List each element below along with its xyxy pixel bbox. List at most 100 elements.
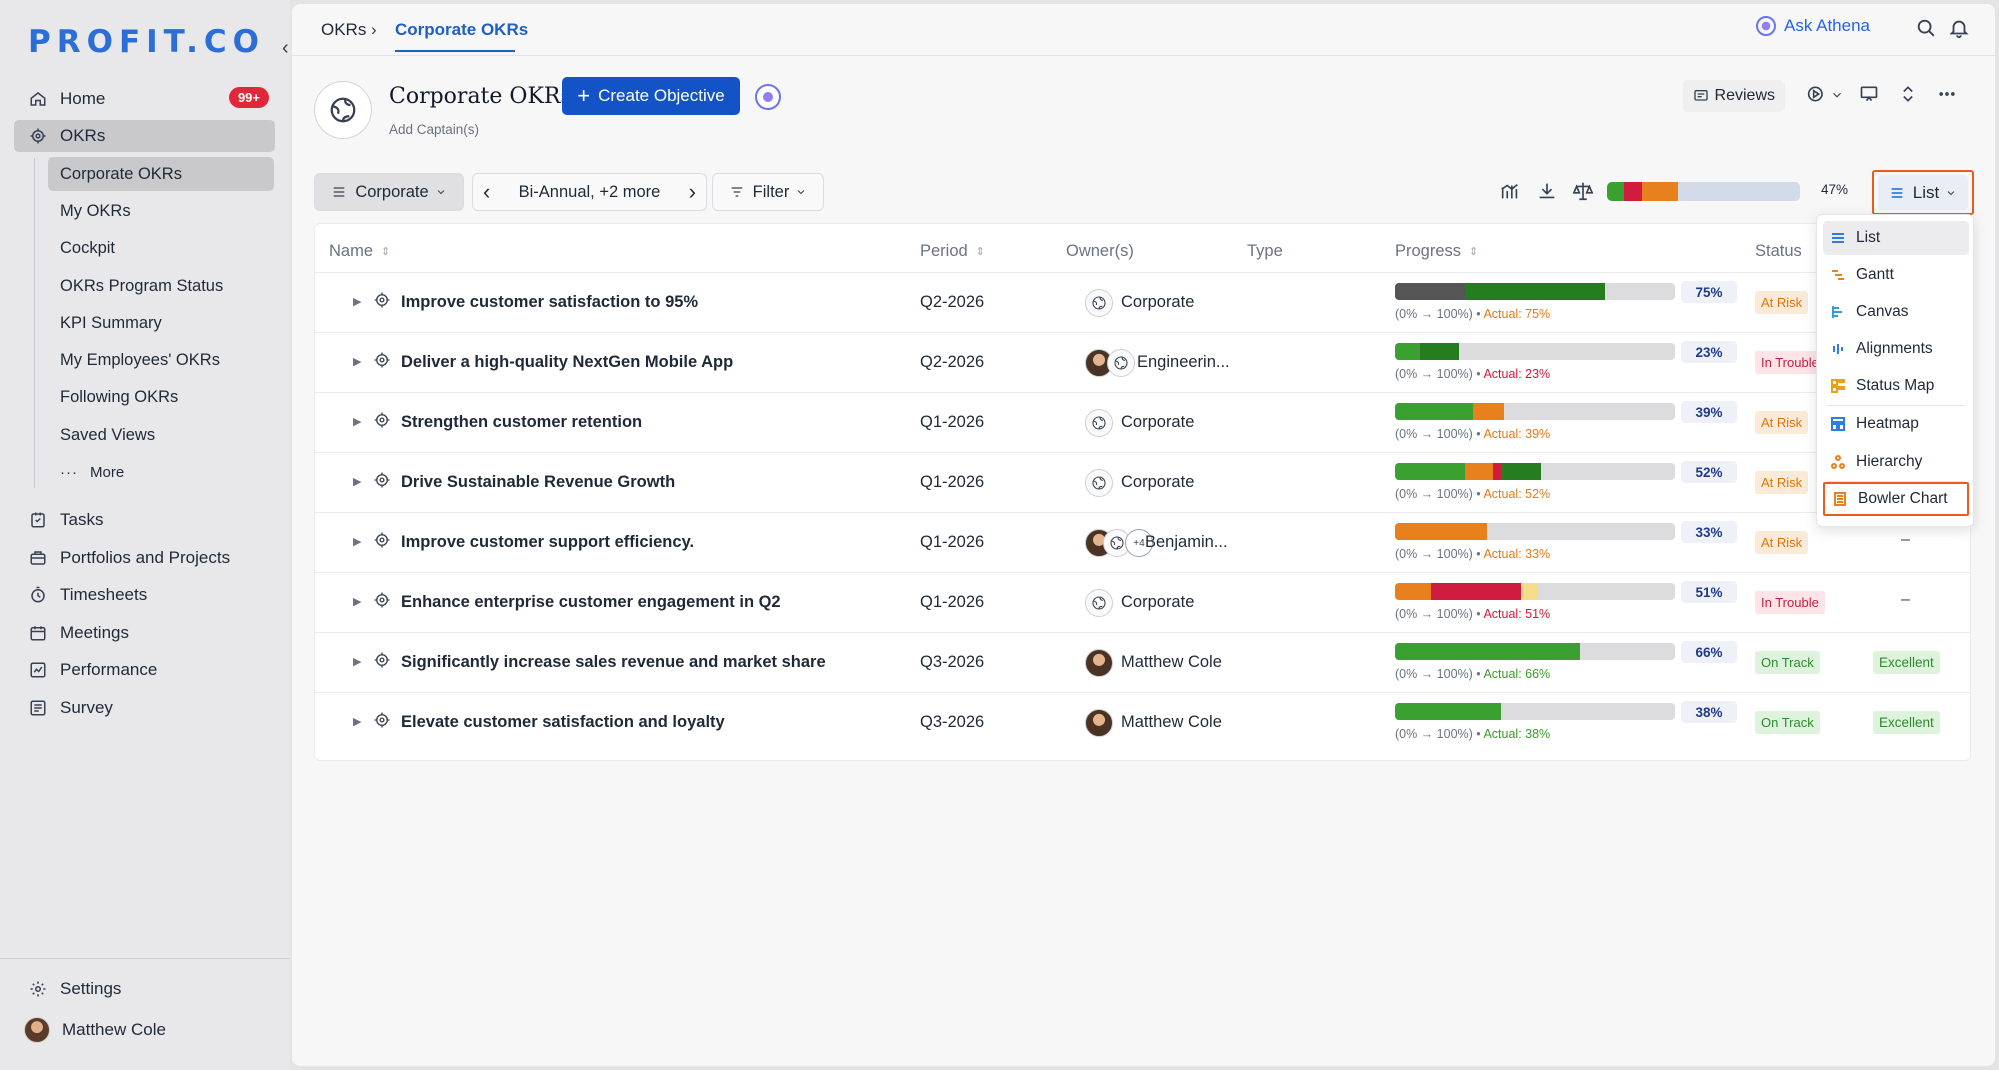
owner-name[interactable]: Matthew Cole [1121, 713, 1222, 731]
sidebar-item-home[interactable]: Home 99+ [14, 83, 275, 115]
owner-icons[interactable] [1085, 469, 1113, 497]
owner-icons[interactable] [1085, 649, 1113, 677]
next-period-icon[interactable]: › [688, 179, 696, 204]
view-option-status-map[interactable]: Status Map [1823, 369, 1969, 403]
owner-name[interactable]: Corporate [1121, 293, 1195, 311]
view-option-alignments[interactable]: Alignments [1823, 332, 1969, 366]
owner-icons[interactable] [1085, 289, 1113, 317]
scope-dropdown[interactable]: Corporate [314, 173, 464, 211]
table-row[interactable]: ▶ Drive Sustainable Revenue Growth Q1-2026… [315, 452, 1970, 512]
sidebar-item-survey[interactable]: Survey [14, 692, 275, 724]
chevron-down-icon[interactable] [1830, 88, 1854, 112]
sort-icon[interactable]: ⇕ [1469, 246, 1479, 259]
objective-name[interactable]: Elevate customer satisfaction and loyalt… [401, 713, 725, 731]
sidebar-item-settings[interactable]: Settings [14, 973, 275, 1005]
period-selector[interactable]: ‹ Bi-Annual, +2 more › [472, 173, 707, 211]
view-switcher-button[interactable]: List [1872, 170, 1974, 215]
filter-button[interactable]: Filter [712, 173, 824, 211]
bell-icon[interactable] [1948, 17, 1972, 41]
user-profile[interactable]: Matthew Cole [14, 1014, 275, 1046]
expand-caret-icon[interactable]: ▶ [353, 476, 362, 488]
view-option-bowler-chart[interactable]: Bowler Chart [1823, 482, 1969, 516]
table-row[interactable]: ▶ Improve customer satisfaction to 95% Q2-… [315, 272, 1970, 332]
sidebar-item-okrs[interactable]: OKRs [14, 120, 275, 152]
expand-collapse-icon[interactable] [1898, 84, 1922, 108]
sidebar-subitem-kpi-summary[interactable]: KPI Summary [60, 313, 162, 332]
owner-name[interactable]: Corporate [1121, 593, 1195, 611]
view-option-list[interactable]: List [1823, 221, 1969, 255]
table-row[interactable]: ▶ Improve customer support efficiency. Q1-… [315, 512, 1970, 572]
column-header-period[interactable]: Period ⇕ [920, 242, 985, 261]
sidebar-item-performance[interactable]: Performance [14, 654, 275, 686]
balance-scale-icon[interactable] [1572, 180, 1596, 204]
owner-name[interactable]: Corporate [1121, 413, 1195, 431]
owner-name[interactable]: Engineerin... [1137, 353, 1230, 371]
breadcrumb-okrs[interactable]: OKRs [321, 20, 367, 39]
table-row[interactable]: ▶ Deliver a high-quality NextGen Mobile A… [315, 332, 1970, 392]
sidebar-item-portfolios[interactable]: Portfolios and Projects [14, 542, 275, 574]
objective-name[interactable]: Enhance enterprise customer engagement i… [401, 593, 781, 611]
expand-caret-icon[interactable]: ▶ [353, 656, 362, 668]
expand-caret-icon[interactable]: ▶ [353, 416, 362, 428]
objective-name[interactable]: Improve customer satisfaction to 95% [401, 293, 699, 311]
more-owners-count[interactable]: +4 [1125, 529, 1153, 557]
expand-caret-icon[interactable]: ▶ [353, 296, 362, 308]
table-row[interactable]: ▶ Enhance enterprise customer engagement … [315, 572, 1970, 632]
table-row[interactable]: ▶ Strengthen customer retention Q1-2026 Cor… [315, 392, 1970, 452]
breadcrumb-corporate-okrs[interactable]: Corporate OKRs [395, 20, 529, 39]
expand-caret-icon[interactable]: ▶ [353, 356, 362, 368]
download-icon[interactable] [1536, 180, 1560, 204]
ask-athena-button[interactable]: Ask Athena [1755, 16, 1870, 36]
view-option-hierarchy[interactable]: Hierarchy [1823, 445, 1969, 479]
expand-caret-icon[interactable]: ▶ [353, 716, 362, 728]
owner-name[interactable]: Corporate [1121, 473, 1195, 491]
owner-icons[interactable] [1085, 589, 1113, 617]
objective-name[interactable]: Improve customer support efficiency. [401, 533, 695, 551]
table-row[interactable]: ▶ Elevate customer satisfaction and loyal… [315, 692, 1970, 752]
view-option-heatmap[interactable]: Heatmap [1823, 407, 1969, 441]
sidebar-item-tasks[interactable]: Tasks [14, 504, 275, 536]
add-captains-link[interactable]: Add Captain(s) [389, 122, 480, 137]
play-dropdown-icon[interactable] [1807, 84, 1831, 108]
column-header-progress[interactable]: Progress ⇕ [1395, 242, 1478, 261]
objective-name[interactable]: Significantly increase sales revenue and… [401, 653, 826, 671]
sidebar-subitem-my-okrs[interactable]: My OKRs [60, 201, 131, 220]
profit-co-logo[interactable]: PROFIT.CO [28, 24, 265, 60]
expand-caret-icon[interactable]: ▶ [353, 596, 362, 608]
column-header-name[interactable]: Name ⇕ [329, 242, 390, 261]
owner-icons[interactable] [1085, 709, 1113, 737]
owner-icons[interactable] [1085, 409, 1113, 437]
expand-caret-icon[interactable]: ▶ [353, 536, 362, 548]
prev-period-icon[interactable]: ‹ [483, 179, 491, 204]
collapse-sidebar-icon[interactable]: ‹ [282, 37, 289, 59]
sidebar-item-label: Timesheets [60, 585, 148, 604]
reviews-button[interactable]: Reviews [1682, 80, 1785, 112]
sidebar-subitem-more[interactable]: ··· More [48, 455, 274, 489]
sidebar-subitem-my-employees-okrs[interactable]: My Employees' OKRs [60, 350, 220, 369]
objective-name[interactable]: Strengthen customer retention [401, 413, 643, 431]
more-options-icon[interactable] [1937, 84, 1961, 108]
objective-name[interactable]: Deliver a high-quality NextGen Mobile Ap… [401, 353, 734, 371]
owner-icons[interactable] [1085, 349, 1135, 377]
sidebar-subitem-okrs-program-status[interactable]: OKRs Program Status [60, 276, 224, 295]
sidebar-subitem-following-okrs[interactable]: Following OKRs [60, 387, 179, 406]
view-option-canvas[interactable]: Canvas [1823, 295, 1969, 329]
sidebar-item-meetings[interactable]: Meetings [14, 617, 275, 649]
presentation-icon[interactable] [1859, 84, 1883, 108]
sort-icon[interactable]: ⇕ [975, 246, 985, 259]
search-icon[interactable] [1915, 17, 1939, 41]
view-option-gantt[interactable]: Gantt [1823, 258, 1969, 292]
objective-name[interactable]: Drive Sustainable Revenue Growth [401, 473, 676, 491]
owner-icons[interactable]: +4 [1085, 529, 1153, 557]
create-objective-button[interactable]: + Create Objective [562, 77, 740, 115]
sort-icon[interactable]: ⇕ [381, 246, 391, 259]
sidebar-subitem-saved-views[interactable]: Saved Views [60, 425, 156, 444]
owner-name[interactable]: Benjamin... [1145, 533, 1228, 551]
chart-analytics-icon[interactable] [1499, 180, 1523, 204]
sidebar-subitem-corporate-okrs[interactable]: Corporate OKRs [48, 157, 274, 191]
sidebar-item-timesheets[interactable]: Timesheets [14, 579, 275, 611]
sidebar-subitem-cockpit[interactable]: Cockpit [60, 238, 116, 257]
owner-name[interactable]: Matthew Cole [1121, 653, 1222, 671]
ai-assist-icon[interactable] [755, 84, 781, 110]
table-row[interactable]: ▶ Significantly increase sales revenue an… [315, 632, 1970, 692]
